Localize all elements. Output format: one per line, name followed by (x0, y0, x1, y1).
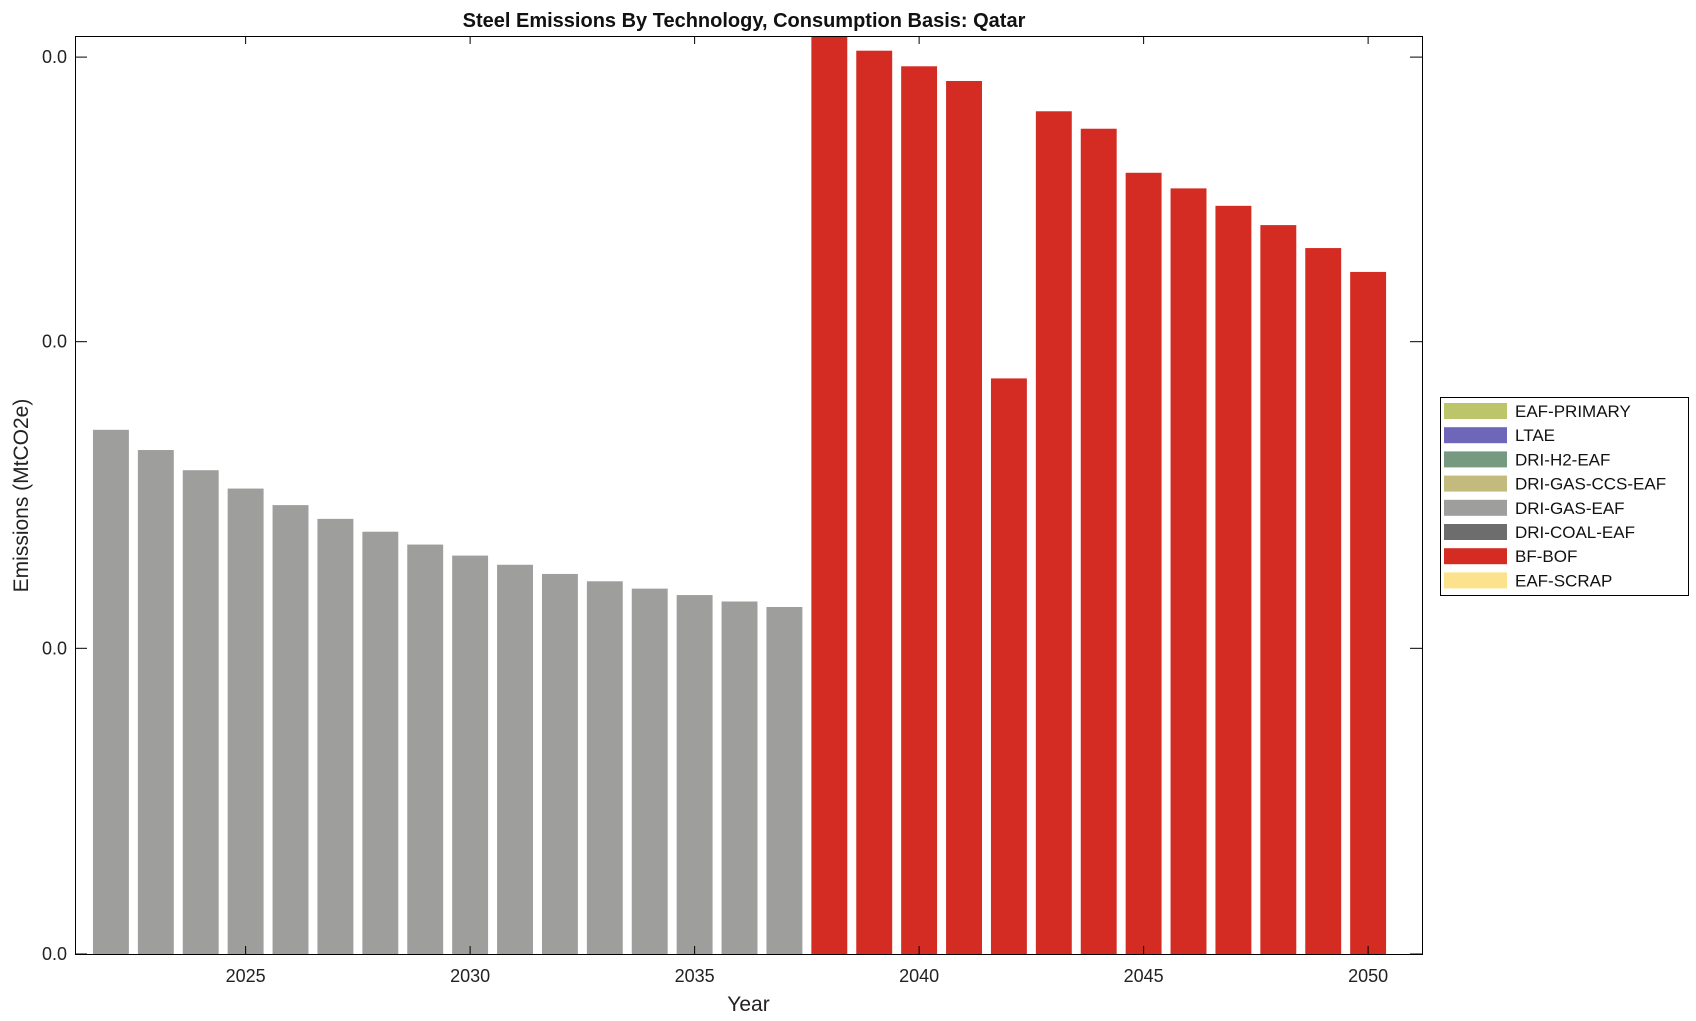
legend-swatch-dri-gas-eaf (1444, 499, 1507, 516)
bar-2030-dri-gas-eaf (452, 555, 489, 954)
x-axis-label: Year (727, 993, 769, 1016)
bar-2029-dri-gas-eaf (407, 544, 444, 954)
x-tick-label-2040: 2040 (899, 966, 939, 986)
x-tick-label-2035: 2035 (675, 966, 715, 986)
bar-2042-bf-bof (990, 378, 1027, 954)
bar-2036-dri-gas-eaf (721, 601, 758, 954)
bar-2040-bf-bof (901, 66, 938, 955)
legend-label-dri-gas-ccs-eaf: DRI-GAS-CCS-EAF (1515, 475, 1666, 494)
chart-title: Steel Emissions By Technology, Consumpti… (463, 10, 1026, 32)
legend-swatch-dri-coal-eaf (1444, 524, 1507, 540)
y-tick-label-1: 0.0 (42, 638, 67, 658)
legend-label-eaf-primary: EAF-PRIMARY (1515, 402, 1631, 421)
y-tick-label-2: 0.0 (42, 332, 67, 352)
bar-2028-dri-gas-eaf (362, 531, 399, 954)
bars-layer (92, 36, 1387, 955)
legend-swatch-ltae (1444, 427, 1507, 444)
bar-2031-dri-gas-eaf (497, 564, 533, 954)
legend-swatch-dri-gas-ccs-eaf (1444, 475, 1507, 492)
bar-2025-dri-gas-eaf (227, 488, 264, 954)
ticks-layer: 2025 2030 2035 2040 2045 2050 0.0 0.0 0.0 0.0 (42, 36, 1422, 986)
x-tick-label-2025: 2025 (226, 966, 266, 986)
legend-swatch-bf-bof (1444, 548, 1507, 565)
plot-frame (75, 36, 1423, 955)
x-tick-label-2045: 2045 (1124, 966, 1164, 986)
x-tick-label-2050: 2050 (1348, 966, 1388, 986)
y-tick-label-0: 0.0 (42, 944, 67, 964)
bar-2049-bf-bof (1305, 248, 1342, 954)
legend-label-dri-h2-eaf: DRI-H2-EAF (1515, 450, 1610, 469)
x-tick-label-2030: 2030 (450, 966, 490, 986)
legend-label-dri-coal-eaf: DRI-COAL-EAF (1515, 523, 1635, 542)
bar-2043-bf-bof (1035, 111, 1072, 954)
bar-2033-dri-gas-eaf (586, 581, 623, 954)
bar-2037-dri-gas-eaf (766, 607, 803, 954)
bar-2027-dri-gas-eaf (317, 518, 354, 954)
bar-2047-bf-bof (1215, 205, 1252, 954)
bar-2026-dri-gas-eaf (272, 505, 309, 954)
bar-2044-bf-bof (1080, 128, 1117, 955)
bar-2048-bf-bof (1260, 225, 1297, 955)
bar-2046-bf-bof (1170, 188, 1207, 954)
bar-2034-dri-gas-eaf (631, 588, 668, 954)
legend-swatch-dri-h2-eaf (1444, 451, 1507, 468)
legend-swatch-eaf-scrap (1444, 572, 1507, 589)
bar-2024-dri-gas-eaf (182, 470, 219, 954)
bar-2050-bf-bof (1350, 271, 1387, 954)
bar-2041-bf-bof (946, 80, 982, 955)
legend-label-ltae: LTAE (1515, 426, 1555, 445)
legend: EAF-PRIMARY LTAE DRI-H2-EAF DRI-GAS-CCS-EAF… (1440, 397, 1689, 596)
bar-2035-dri-gas-eaf (676, 595, 713, 954)
legend-label-eaf-scrap: EAF-SCRAP (1515, 571, 1612, 590)
bar-2039-bf-bof (856, 50, 893, 954)
bar-2032-dri-gas-eaf (541, 573, 578, 954)
bar-2023-dri-gas-eaf (137, 450, 174, 954)
legend-label-dri-gas-eaf: DRI-GAS-EAF (1515, 499, 1625, 518)
y-axis-label: Emissions (MtCO2e) (10, 399, 33, 593)
bar-2038-bf-bof (811, 36, 848, 954)
legend-swatch-eaf-primary (1444, 403, 1507, 419)
y-tick-label-3: 0.0 (42, 47, 67, 67)
legend-label-bf-bof: BF-BOF (1515, 547, 1577, 566)
bar-2022-dri-gas-eaf (92, 429, 129, 954)
bar-2045-bf-bof (1125, 172, 1162, 954)
